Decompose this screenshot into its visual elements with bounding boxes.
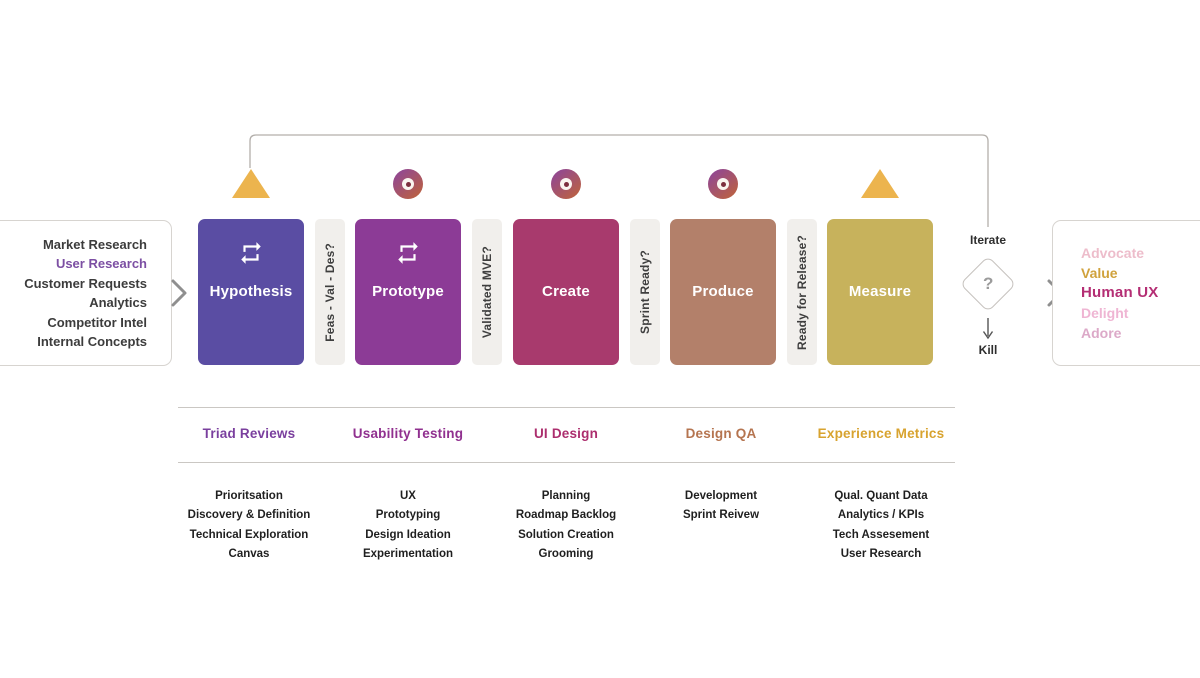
activity-item: Experimentation bbox=[362, 547, 454, 560]
activity-item: Prototyping bbox=[375, 509, 441, 522]
activity-item: Discovery & Definition bbox=[187, 509, 311, 522]
activity-item: Solution Creation bbox=[518, 528, 614, 541]
question-mark: ? bbox=[982, 273, 994, 293]
gate-validated-mve: Validated MVE? bbox=[472, 219, 502, 365]
milestone-donut-icon bbox=[393, 169, 423, 199]
stage-label: Create bbox=[542, 283, 590, 300]
outcome-item: Advocate bbox=[1081, 245, 1145, 261]
donut-dot bbox=[563, 181, 569, 187]
input-item: Internal Concepts bbox=[37, 334, 147, 349]
activity-list-design-qa: Development Sprint Reivew bbox=[631, 487, 811, 526]
outcome-item: Delight bbox=[1081, 305, 1129, 321]
activity-item: Qual. Quant Data bbox=[834, 490, 928, 502]
input-item: Customer Requests bbox=[24, 275, 147, 291]
activity-item: Canvas bbox=[228, 547, 270, 560]
activity-header-ui-design: UI Design bbox=[533, 426, 599, 441]
gate-label: Ready for Release? bbox=[795, 234, 809, 350]
activity-item: Grooming bbox=[538, 547, 594, 560]
activity-item: Roadmap Backlog bbox=[515, 509, 617, 522]
outcomes-panel: Advocate Value Human UX Delight Adore bbox=[1052, 220, 1200, 366]
kill-label: Kill bbox=[978, 343, 998, 357]
input-item: Competitor Intel bbox=[47, 314, 147, 330]
input-item-highlighted: User Research bbox=[55, 256, 147, 271]
repeat-icon bbox=[355, 240, 461, 266]
stage-produce: Produce bbox=[670, 219, 776, 365]
gate-ready-for-release: Ready for Release? bbox=[787, 219, 817, 365]
activity-list-ui-design: Planning Roadmap Backlog Solution Creati… bbox=[476, 487, 656, 564]
outcome-item: Adore bbox=[1081, 325, 1122, 341]
milestone-donut-icon bbox=[551, 169, 581, 199]
stage-measure: Measure bbox=[827, 219, 933, 365]
outcome-item: Value bbox=[1081, 265, 1118, 281]
milestone-triangle-icon bbox=[232, 169, 270, 198]
activity-header-design-qa: Design QA bbox=[685, 426, 757, 441]
gate-label: Feas - Val - Des? bbox=[323, 242, 337, 342]
activity-list-usability-testing: UX Prototyping Design Ideation Experimen… bbox=[318, 487, 498, 564]
activity-item: Planning bbox=[541, 490, 591, 502]
stage-create: Create bbox=[513, 219, 619, 365]
stage-prototype: Prototype bbox=[355, 219, 461, 365]
activity-item: Technical Exploration bbox=[189, 528, 309, 541]
activity-item: Analytics / KPIs bbox=[837, 509, 925, 522]
milestone-donut-icon bbox=[708, 169, 738, 199]
activity-item: Tech Assesement bbox=[832, 528, 930, 541]
gate-sprint-ready: Sprint Ready? bbox=[630, 219, 660, 365]
repeat-icon bbox=[198, 240, 304, 266]
activity-header-triad-reviews: Triad Reviews bbox=[202, 426, 296, 441]
outcome-item-human-ux: Human UX bbox=[1081, 284, 1159, 301]
donut-dot bbox=[720, 181, 726, 187]
activity-item: Sprint Reivew bbox=[682, 509, 760, 522]
activity-header-experience-metrics: Experience Metrics bbox=[817, 426, 945, 441]
input-item: Analytics bbox=[89, 295, 147, 310]
milestone-triangle-icon bbox=[861, 169, 899, 198]
iterate-label: Iterate bbox=[969, 233, 1007, 247]
divider-line bbox=[178, 462, 955, 463]
inputs-panel: Market Research User Research Customer R… bbox=[0, 220, 172, 366]
stage-label: Hypothesis bbox=[209, 283, 293, 300]
activity-header-usability-testing: Usability Testing bbox=[352, 426, 464, 441]
stage-label: Prototype bbox=[372, 283, 444, 300]
gate-label: Sprint Ready? bbox=[638, 250, 652, 334]
activity-item: Design Ideation bbox=[365, 528, 451, 541]
stage-hypothesis: Hypothesis bbox=[198, 219, 304, 365]
input-item: Market Research bbox=[42, 236, 147, 252]
activity-list-triad-reviews: Prioritsation Discovery & Definition Tec… bbox=[159, 487, 339, 564]
activity-item: Development bbox=[684, 490, 758, 502]
donut-dot bbox=[405, 181, 411, 187]
stage-label: Produce bbox=[692, 283, 754, 300]
chevron-right-icon bbox=[171, 279, 187, 307]
activity-item: UX bbox=[400, 490, 416, 502]
activity-item: User Research bbox=[840, 547, 922, 560]
activity-item: Prioritsation bbox=[215, 490, 283, 502]
divider-line bbox=[178, 407, 955, 408]
question-diamond: ? bbox=[959, 255, 1017, 313]
gate-feasibility: Feas - Val - Des? bbox=[315, 219, 345, 365]
activity-list-experience-metrics: Qual. Quant Data Analytics / KPIs Tech A… bbox=[791, 487, 971, 564]
stage-label: Measure bbox=[848, 283, 912, 300]
gate-label: Validated MVE? bbox=[480, 245, 494, 339]
